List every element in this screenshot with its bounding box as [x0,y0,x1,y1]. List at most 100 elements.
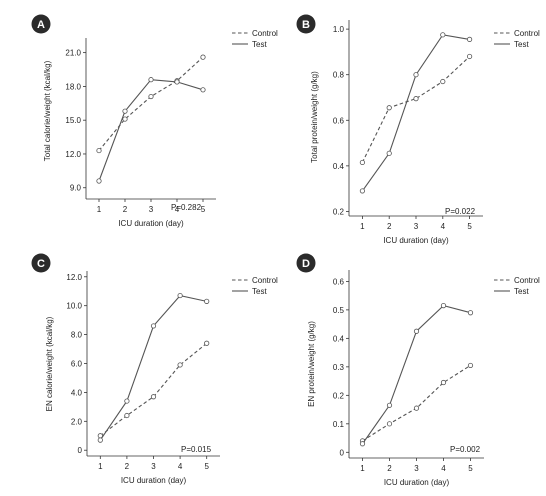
panel-a-y-tick-label: 21.0 [65,49,81,58]
panel-a-y-axis-label: Total calorie/weight (kcal/kg) [43,60,52,161]
panel-a-control-point [200,54,206,60]
panel-b-badge-letter: B [302,19,310,31]
panel-a-y-tick-label: 9.0 [70,184,82,193]
panel-b-y-tick-label: 0.8 [333,71,345,80]
panel-c-x-tick-label: 3 [151,462,156,471]
panel-b-badge [296,14,316,34]
panel-b-test-point [413,72,419,78]
panel-d-x-tick-label: 2 [387,464,392,473]
panel-a-badge-letter: A [37,19,45,31]
panel-d-control-point [467,362,474,369]
panel-c-badge-letter: C [37,258,45,270]
panel-b-control-point [386,105,392,111]
panel-c-y-tick-label: 6.0 [71,360,83,369]
panel-c-control-point [150,394,157,400]
panel-d-y-tick-label: 0.5 [333,306,345,315]
panel-d-test-point [467,310,474,316]
panel-b-y-tick-label: 0.4 [333,162,345,171]
panel-b-x-tick-label: 3 [414,222,419,231]
panel-a-legend-control-label: Control [252,29,278,38]
panel-d-badge [296,253,316,273]
panel-b-x-tick-label: 4 [441,222,446,231]
panel-c-test-point [97,437,103,443]
panel-c-y-tick-label: 2.0 [71,417,83,426]
panel-c-test-point [124,398,130,404]
panel-b-control-point [466,53,473,60]
panel-b-y-axis-label: Total protein/weight (g/kg) [310,71,319,163]
panel-b-control-point [413,96,419,102]
panel-a-y-tick-label: 18.0 [65,82,81,91]
panel-d-control-point [413,405,420,411]
panel-a-y-tick-label: 12.0 [65,150,81,159]
panel-c-control-point [124,412,130,419]
panel-d-legend-test-label: Test [514,287,529,296]
panel-d-test-point [413,328,420,334]
panel-a-x-tick-label: 3 [149,205,154,214]
panel-a-control-point [122,116,128,122]
panel-b-control-line [361,56,470,163]
panel-d-p-value: P=0.002 [450,445,481,454]
panel-b-y-tick-label: 0.2 [333,207,345,216]
panel-d-legend-control-label: Control [514,276,540,285]
panel-c-y-tick-label: 8.0 [71,331,83,340]
panel-a-x-tick-label: 5 [201,205,206,214]
panel-a-test-point [122,108,128,114]
panel-c-y-tick-label: 4.0 [71,388,83,397]
panel-d-x-tick-label: 1 [360,464,365,473]
panel-b-x-tick-label: 2 [387,222,392,231]
panel-d-badge-letter: D [302,258,310,270]
panel-b-y-tick-label: 1.0 [333,25,345,34]
panel-d-y-tick-label: 0.6 [333,277,345,286]
panel-a-x-tick-label: 4 [175,205,180,214]
panel-a-y-tick-label: 15.0 [65,116,81,125]
panel-c-x-axis-label: ICU duration (day) [121,476,187,485]
panel-c-y-axis-label: EN calorie/weight (kcal/kg) [45,316,54,411]
panel-d-y-tick-label: 0.1 [333,420,345,429]
panel-c-x-tick-label: 5 [204,462,209,471]
panel-b-legend-control-label: Control [514,29,540,38]
panel-d-control-point [440,379,447,386]
panel-a-test-point [200,87,206,93]
panel-a-x-tick-label: 2 [123,205,128,214]
panel-a-test-point [96,178,102,184]
panel-b-test-point [386,150,392,156]
panel-d-test-point [386,402,393,408]
panel-a-p-value: P=0.282 [171,203,202,212]
panel-b-x-tick-label: 1 [360,222,365,231]
panel-d-test-line [362,304,471,445]
panel-b-x-axis-label: ICU duration (day) [383,236,449,245]
panel-d-x-axis-label: ICU duration (day) [384,478,450,487]
panel-d-control-point [386,421,393,427]
panel-c-legend-test-label: Test [252,287,267,296]
panel-d-y-axis-label: EN protein/weight (g/kg) [307,321,316,407]
panel-b-legend-test-label: Test [514,40,529,49]
panel-c-x-tick-label: 2 [125,462,130,471]
panel-b-test-point [359,188,365,194]
panel-b-test-point [466,36,473,42]
panel-b-p-value: P=0.022 [445,207,476,216]
panel-d-y-tick-label: 0 [340,448,345,457]
panel-c-test-point [204,298,210,304]
panel-b-x-tick-label: 5 [467,222,472,231]
panel-d-x-tick-label: 4 [441,464,446,473]
panel-a-control-point [96,147,102,154]
panel-c-y-tick-label: 10.0 [66,302,82,311]
panel-c-control-point [204,340,210,346]
panel-c-test-point [177,292,183,299]
panel-b-control-point [359,159,365,166]
panel-c-x-tick-label: 1 [98,462,103,471]
panel-c-x-tick-label: 4 [178,462,183,471]
panel-d-x-tick-label: 3 [414,464,419,473]
panel-b-test-point [440,32,446,38]
panel-d-test-point [440,303,447,309]
panel-a-test-point [148,77,154,83]
panel-d-y-tick-label: 0.4 [333,334,345,343]
panel-c-y-tick-label: 0 [78,446,83,455]
panel-a-test-point [174,79,180,85]
panel-d-test-point [359,441,366,447]
